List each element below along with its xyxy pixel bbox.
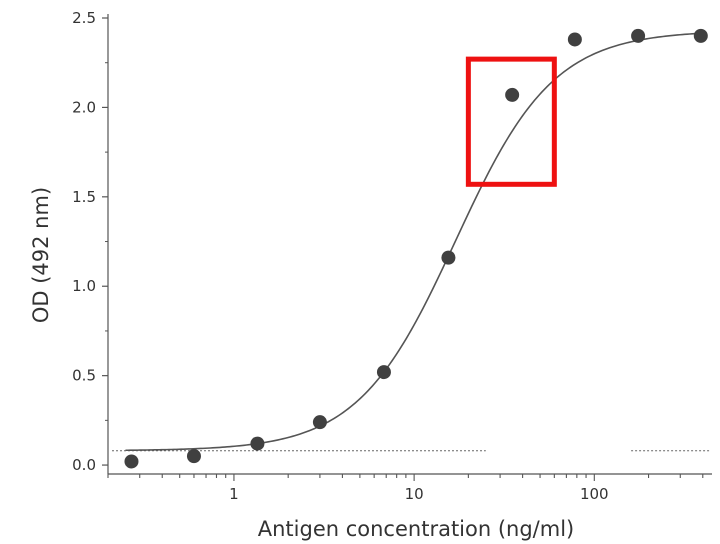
x-tick-label: 10 [405, 485, 424, 503]
data-point [441, 250, 456, 265]
fit-curve [125, 32, 707, 452]
data-point [186, 449, 201, 464]
y-tick-label: 2.5 [72, 9, 96, 27]
y-tick-label: 0.0 [72, 456, 96, 474]
x-tick-label: 1 [229, 485, 239, 503]
data-point [250, 436, 265, 451]
data-point [124, 454, 139, 469]
data-point [312, 415, 327, 430]
y-axis-title: OD (492 nm) [29, 187, 53, 323]
y-tick-label: 2.0 [72, 98, 96, 116]
data-point [505, 87, 520, 102]
y-tick-label: 0.5 [72, 367, 96, 385]
x-tick-label: 100 [580, 485, 609, 503]
axes: 0.0 0.5 1.0 1.5 2.0 2.5 1 10 100 [72, 9, 712, 503]
y-tick-label: 1.5 [72, 188, 96, 206]
highlight-box [465, 56, 557, 187]
data-point [631, 28, 646, 43]
y-tick-label: 1.0 [72, 277, 96, 295]
data-points [124, 28, 708, 469]
data-point [376, 365, 391, 380]
data-point [693, 28, 708, 43]
data-point [567, 32, 582, 47]
x-axis-title: Antigen concentration (ng/ml) [258, 517, 575, 541]
